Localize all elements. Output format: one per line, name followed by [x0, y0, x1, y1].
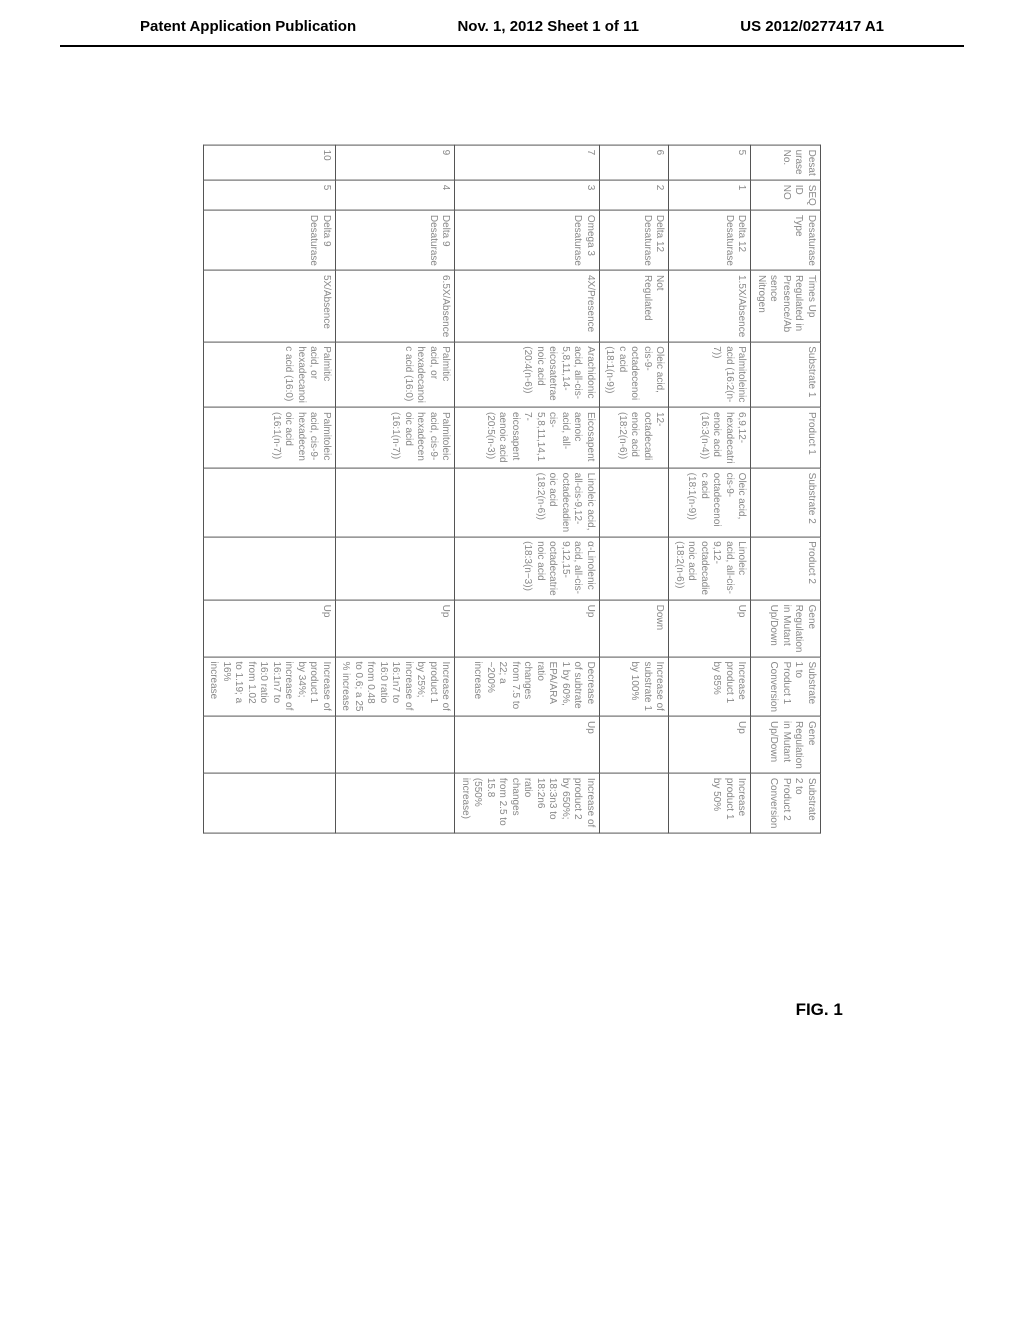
table-cell: 9 [336, 145, 456, 180]
table-cell: Arachidonic acid, all-cis-5,8,11,14-eico… [455, 342, 600, 408]
table-row: 94Delta 9 Desaturase6.5X/AbsencePalmitic… [336, 145, 456, 833]
table-cell: Up [455, 600, 600, 657]
figure-label: FIG. 1 [796, 1000, 843, 1020]
patent-header: Patent Application Publication Nov. 1, 2… [60, 0, 964, 47]
table-cell: 4 [336, 180, 456, 210]
table-cell: Delta 9 Desaturase [336, 210, 456, 270]
header-left: Patent Application Publication [140, 18, 356, 35]
table-cell: Linoleic acid, all-cis-9,12-octadecadie … [669, 537, 751, 600]
table-cell [600, 468, 670, 536]
table-cell: Palmitoleic acid, cis-9-hexadecen oic ac… [204, 407, 336, 468]
table-cell: Increase product 1 by 50% [669, 773, 751, 833]
table-cell: 1 [669, 180, 751, 210]
col-desat-no: Desat urase No. [751, 145, 821, 180]
table-cell [336, 773, 456, 833]
table-cell: Oleic acid, cis-9-octadecenoi c acid (18… [600, 342, 670, 408]
col-conv2: Substrate 2 to Product 2 Conversion [751, 773, 821, 833]
table-cell: 1.5X/Absence [669, 270, 751, 341]
table-cell: 6.5X/Absence [336, 270, 456, 341]
desaturase-table: Desat urase No. SEQ ID NO Desaturase Typ… [203, 145, 821, 834]
table-cell: Not Regulated [600, 270, 670, 341]
col-seq-id: SEQ ID NO [751, 180, 821, 210]
table-cell: 5 [204, 180, 336, 210]
table-cell: Up [204, 600, 336, 657]
table-cell [204, 773, 336, 833]
table-cell: 4X/Presence [455, 270, 600, 341]
table-cell: Palmitic acid, or hexadecanoi c acid (16… [336, 342, 456, 408]
table-cell: Linoleic acid, all-cis-9,12-octadecadien… [455, 468, 600, 536]
table-row: 73Omega 3 Desaturase4X/PresenceArachidon… [455, 145, 600, 833]
table-cell: Decrease of subtrate 1 by 60%, EPA/ARA r… [455, 657, 600, 717]
table-cell: Oleic acid, cis-9-octadecenoi c acid (18… [669, 468, 751, 536]
table-cell: Increase of product 2 by 650%; 18:3n3 to… [455, 773, 600, 833]
figure-container: Desat urase No. SEQ ID NO Desaturase Typ… [168, 180, 857, 798]
table-cell: Increase of product 1 by 34%; increase o… [204, 657, 336, 717]
table-cell: Up [455, 717, 600, 774]
table-cell [204, 468, 336, 536]
table-cell: Increase of substrate 1 by 100% [600, 657, 670, 717]
table-cell [336, 717, 456, 774]
table-cell [600, 537, 670, 600]
table-cell: 12-octadecadi enoic acid (18:2(n-6)) [600, 407, 670, 468]
table-cell: Palmitic acid, or hexadecanoi c acid (16… [204, 342, 336, 408]
col-conv1: Substrate 1 to Product 1 Conversion [751, 657, 821, 717]
table-cell [336, 468, 456, 536]
table-cell: Increase of product 1 by 25%; increase o… [336, 657, 456, 717]
col-gene2: Gene Regulation in Mutant Up/Down [751, 717, 821, 774]
col-substrate2: Substrate 2 [751, 468, 821, 536]
table-row: 62Delta 12 DesaturaseNot RegulatedOleic … [600, 145, 670, 833]
table-cell: Increase product 1 by 85% [669, 657, 751, 717]
table-cell: Omega 3 Desaturase [455, 210, 600, 270]
table-cell: Delta 12 Desaturase [669, 210, 751, 270]
col-product2: Product 2 [751, 537, 821, 600]
table-cell [600, 773, 670, 833]
table-cell: Eicosapent aenoic acid, all-cis-5,8,11,1… [455, 407, 600, 468]
table-cell: 7 [455, 145, 600, 180]
table-cell [600, 717, 670, 774]
col-type: Desaturase Type [751, 210, 821, 270]
table-cell: Palmitoleinic acid (16:2(n-7)) [669, 342, 751, 408]
table-cell: α-Linolenic acid, all-cis-9,12,15-octade… [455, 537, 600, 600]
header-right: US 2012/0277417 A1 [740, 18, 884, 35]
col-substrate1: Substrate 1 [751, 342, 821, 408]
table-cell [204, 537, 336, 600]
table-cell: Delta 12 Desaturase [600, 210, 670, 270]
table-cell: 10 [204, 145, 336, 180]
table-cell: 6,9,12-hexadecatri enoic acid (16:3(n-4)… [669, 407, 751, 468]
table-cell: 6 [600, 145, 670, 180]
table-body: 51Delta 12 Desaturase1.5X/AbsencePalmito… [204, 145, 752, 833]
table-cell: Down [600, 600, 670, 657]
table-cell [336, 537, 456, 600]
col-times-up: Times Up Regulated in Presence/Ab sence … [751, 270, 821, 341]
table-cell [204, 717, 336, 774]
table-cell: Palmitoleic acid, cis-9-hexadecen oic ac… [336, 407, 456, 468]
table-cell: Up [669, 600, 751, 657]
table-cell: 5 [669, 145, 751, 180]
table-cell: Delta 9 Desaturase [204, 210, 336, 270]
col-product1: Product 1 [751, 407, 821, 468]
header-center: Nov. 1, 2012 Sheet 1 of 11 [457, 18, 638, 35]
rotated-table-wrapper: Desat urase No. SEQ ID NO Desaturase Typ… [203, 145, 821, 834]
table-cell: Up [336, 600, 456, 657]
table-header-row: Desat urase No. SEQ ID NO Desaturase Typ… [751, 145, 821, 833]
table-row: 51Delta 12 Desaturase1.5X/AbsencePalmito… [669, 145, 751, 833]
col-gene1: Gene Regulation in Mutant Up/Down [751, 600, 821, 657]
table-cell: 5X/Absence [204, 270, 336, 341]
table-cell: 3 [455, 180, 600, 210]
table-cell: 2 [600, 180, 670, 210]
table-cell: Up [669, 717, 751, 774]
table-row: 105Delta 9 Desaturase5X/AbsencePalmitic … [204, 145, 336, 833]
